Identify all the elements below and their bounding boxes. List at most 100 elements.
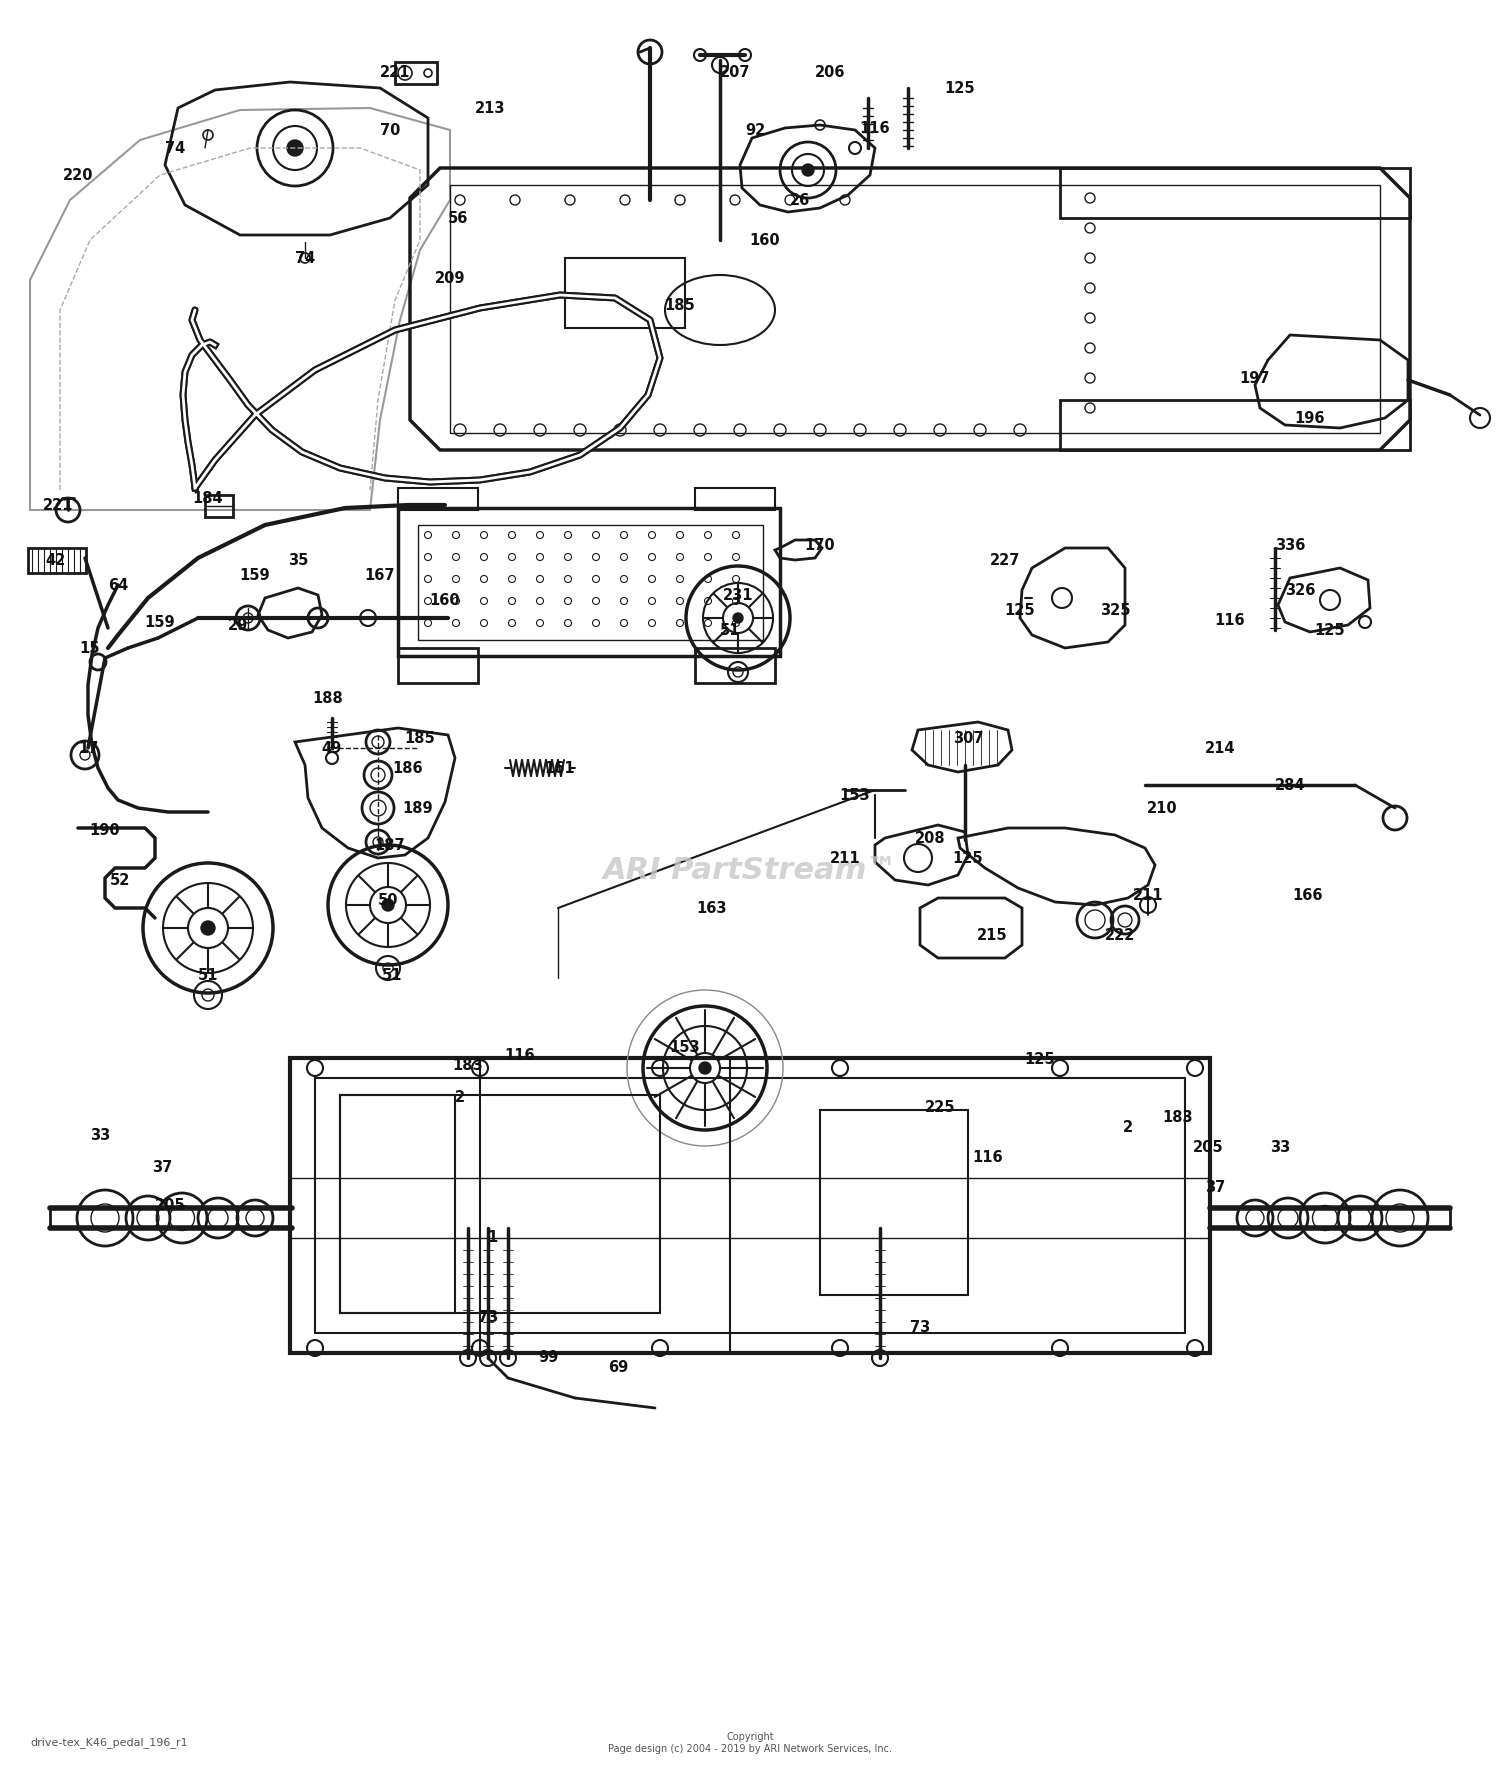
Circle shape [201,922,214,934]
Text: 213: 213 [474,101,506,115]
Text: 42: 42 [45,552,64,568]
Text: 210: 210 [1146,801,1178,815]
Text: 73: 73 [478,1311,498,1325]
Text: 125: 125 [1314,623,1346,638]
Text: 70: 70 [380,123,400,137]
Text: 221: 221 [380,64,410,80]
Text: 183: 183 [453,1057,483,1073]
Text: 33: 33 [1270,1140,1290,1156]
Text: 125: 125 [1005,602,1035,618]
Text: 183: 183 [1162,1110,1194,1126]
Text: 50: 50 [378,893,399,908]
Bar [566,258,686,329]
Bar [450,185,1380,433]
Text: ARI PartStream™: ARI PartStream™ [603,856,897,884]
Text: drive-tex_K46_pedal_196_r1: drive-tex_K46_pedal_196_r1 [30,1737,188,1748]
Text: 189: 189 [402,801,433,815]
Text: 220: 220 [63,167,93,183]
Bar [394,62,436,83]
Text: 37: 37 [152,1160,172,1176]
Bar [821,1110,968,1295]
Circle shape [802,163,814,176]
Circle shape [734,613,742,623]
Text: 17: 17 [78,741,98,755]
Text: 74: 74 [296,250,315,265]
Circle shape [699,1062,711,1074]
Text: 99: 99 [538,1350,558,1366]
Text: 160: 160 [429,593,460,607]
Text: 197: 197 [1239,371,1270,385]
Text: 205: 205 [1192,1140,1224,1156]
Text: 225: 225 [924,1101,956,1115]
Bar [340,1096,660,1312]
Bar [340,1096,454,1312]
Text: 33: 33 [90,1128,110,1142]
Text: 51: 51 [720,623,741,638]
Text: 325: 325 [1100,602,1131,618]
Text: 15: 15 [80,641,100,655]
Text: 52: 52 [110,872,130,888]
Text: 125: 125 [1024,1053,1056,1067]
Text: 170: 170 [804,538,836,552]
Text: 2: 2 [1124,1121,1132,1135]
Text: 214: 214 [1204,741,1236,755]
Text: 205: 205 [154,1197,186,1213]
Text: 160: 160 [750,233,780,247]
Text: 116: 116 [1215,613,1245,627]
Text: 69: 69 [608,1360,628,1375]
Bar [419,526,764,639]
Text: 1: 1 [488,1231,496,1245]
Text: 51: 51 [198,968,219,982]
Text: 26: 26 [790,192,810,208]
Text: 116: 116 [972,1151,1004,1165]
Bar [1060,169,1410,218]
Text: 29: 29 [228,618,248,632]
Text: 190: 190 [90,822,120,838]
Text: 163: 163 [696,900,728,915]
Bar [1060,400,1410,449]
Text: 284: 284 [1275,778,1305,792]
Text: 153: 153 [669,1041,700,1055]
Text: 211: 211 [830,851,861,865]
Text: 92: 92 [746,123,765,137]
Text: 188: 188 [312,691,344,705]
Text: 185: 185 [664,298,696,313]
Bar [315,1078,1185,1334]
Text: 227: 227 [990,552,1020,568]
Text: 161: 161 [544,760,576,776]
Text: 206: 206 [815,64,846,80]
Text: 208: 208 [915,831,945,845]
Bar [28,549,86,574]
Text: Copyright
Page design (c) 2004 - 2019 by ARI Network Services, Inc.: Copyright Page design (c) 2004 - 2019 by… [608,1732,892,1755]
Bar [398,508,780,655]
Bar [398,488,478,510]
Text: 167: 167 [364,568,396,583]
Text: 116: 116 [859,121,891,135]
Text: 209: 209 [435,270,465,286]
Text: 215: 215 [976,927,1008,943]
Text: 74: 74 [165,140,184,156]
Text: 326: 326 [1286,583,1316,597]
Text: 184: 184 [192,490,224,506]
Bar [290,1058,1210,1353]
Text: 159: 159 [144,614,176,629]
Text: 35: 35 [288,552,308,568]
Text: 336: 336 [1275,538,1305,552]
Text: 185: 185 [405,730,435,746]
Text: 187: 187 [375,838,405,852]
Text: 153: 153 [840,787,870,803]
Text: 231: 231 [723,588,753,602]
Bar [206,496,232,517]
Text: 49: 49 [322,741,342,755]
Text: 186: 186 [393,760,423,776]
Text: 56: 56 [448,211,468,226]
Text: 51: 51 [381,968,402,982]
Text: 221: 221 [42,497,74,513]
Text: 64: 64 [108,577,128,593]
Text: 125: 125 [952,851,984,865]
Text: 211: 211 [1132,888,1164,902]
Text: 307: 307 [952,730,984,746]
Text: 2: 2 [454,1090,465,1105]
Text: 116: 116 [504,1048,536,1062]
Bar [694,488,776,510]
